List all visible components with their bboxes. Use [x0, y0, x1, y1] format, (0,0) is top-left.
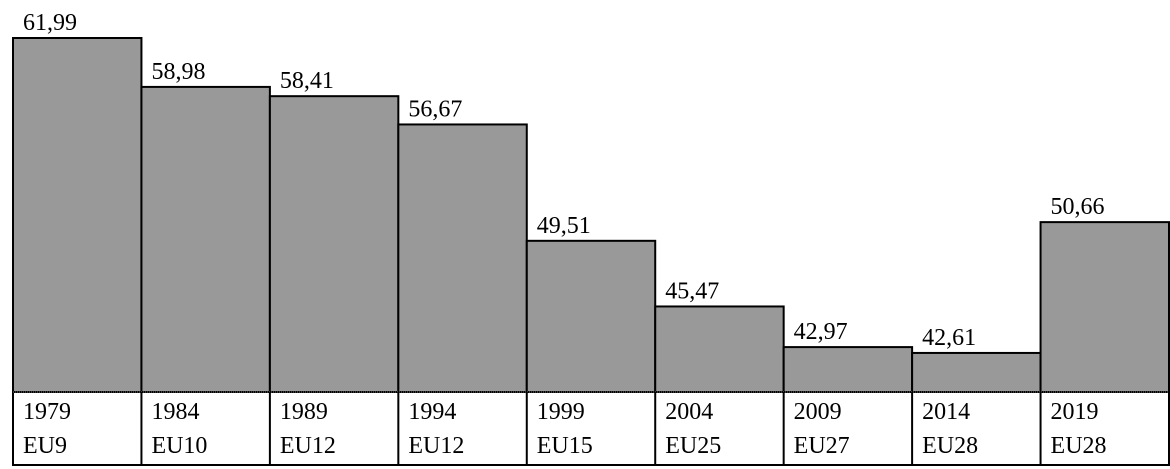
- x-tick-label: 2009: [794, 399, 842, 425]
- group-label: EU12: [408, 433, 464, 459]
- value-label: 56,67: [408, 96, 462, 122]
- group-label: EU12: [280, 433, 336, 459]
- group-label: EU9: [23, 433, 67, 459]
- bar: [1039, 221, 1170, 393]
- x-tick-label: 2014: [922, 399, 970, 425]
- group-label: EU25: [665, 433, 721, 459]
- x-tick-label: 1984: [151, 399, 199, 425]
- x-tick-label: 1999: [537, 399, 585, 425]
- x-tick-label: 1994: [408, 399, 456, 425]
- bar: [268, 95, 400, 394]
- value-label: 50,66: [1051, 194, 1105, 220]
- value-label: 42,61: [922, 325, 976, 351]
- value-label: 58,98: [151, 59, 205, 85]
- bar: [782, 346, 914, 394]
- value-label: 61,99: [23, 10, 77, 36]
- bar: [397, 123, 528, 393]
- label-area: [12, 391, 1170, 466]
- value-label: 45,47: [665, 278, 719, 304]
- group-label: EU28: [1051, 433, 1107, 459]
- bar: [525, 239, 657, 393]
- bar: [654, 305, 785, 393]
- group-label: EU15: [537, 433, 593, 459]
- x-tick-label: 2004: [665, 399, 713, 425]
- x-tick-label: 1989: [280, 399, 328, 425]
- group-label: EU27: [794, 433, 850, 459]
- bar: [140, 85, 271, 393]
- bar: [911, 351, 1042, 394]
- group-label: EU10: [151, 433, 207, 459]
- value-label: 42,97: [794, 319, 848, 345]
- group-label: EU28: [922, 433, 978, 459]
- x-tick-label: 2019: [1051, 399, 1099, 425]
- value-label: 58,41: [280, 68, 334, 94]
- bar: [12, 37, 143, 393]
- x-tick-label: 1979: [23, 399, 71, 425]
- value-label: 49,51: [537, 213, 591, 239]
